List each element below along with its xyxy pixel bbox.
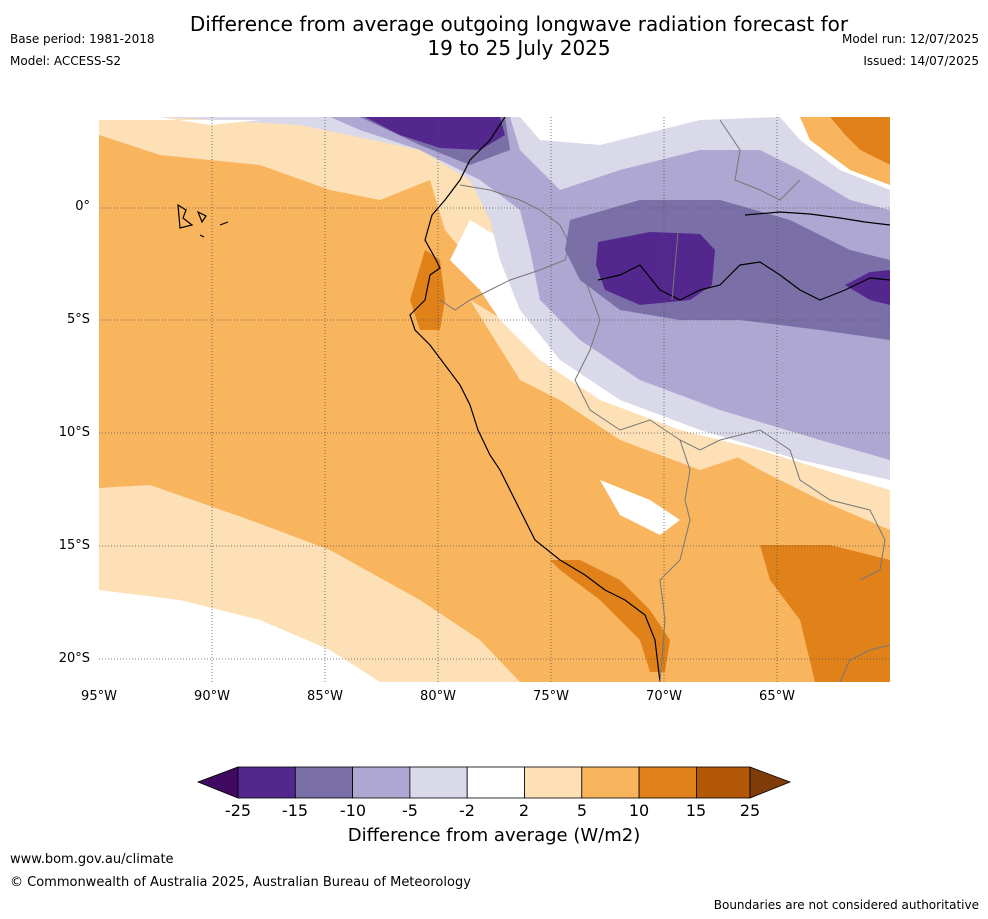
colorbar-extend-low xyxy=(196,766,239,799)
country-borders xyxy=(439,119,890,682)
colorbar-extend-high xyxy=(749,766,792,799)
contour-10-15-east xyxy=(760,545,890,682)
colorbar-seg-1 xyxy=(237,766,296,799)
colorbar-seg-2 xyxy=(294,766,353,799)
meta-left: Base period: 1981-2018 Model: ACCESS-S2 xyxy=(10,28,155,72)
contour-neg-15-25 xyxy=(365,117,890,305)
colorbar-seg-6 xyxy=(524,766,583,799)
lat-label-4: 20°S xyxy=(58,651,90,666)
colorbar-seg-5 xyxy=(466,766,525,799)
lon-label-3: 80°W xyxy=(420,689,456,704)
lat-label-1: 5°S xyxy=(66,312,90,327)
lat-label-2: 10°S xyxy=(58,425,90,440)
colorbar-seg-3 xyxy=(352,766,411,799)
website-link[interactable]: www.bom.gov.au/climate xyxy=(10,852,174,867)
contour-neg-10-15 xyxy=(360,117,890,340)
colorbar-tick-4: -2 xyxy=(459,801,475,820)
lat-label-3: 15°S xyxy=(58,538,90,553)
lon-label-5: 70°W xyxy=(646,689,682,704)
anomaly-field xyxy=(99,117,890,682)
coastline xyxy=(177,117,890,682)
lon-label-6: 65°W xyxy=(759,689,795,704)
lon-label-1: 90°W xyxy=(194,689,230,704)
title-line-2: 19 to 25 July 2025 xyxy=(427,36,611,60)
lon-label-2: 85°W xyxy=(307,689,343,704)
contour-white-inland xyxy=(600,480,680,535)
colorbar-tick-7: 10 xyxy=(628,801,650,820)
colorbar-seg-7 xyxy=(581,766,640,799)
colorbar-seg-9 xyxy=(696,766,751,799)
contour-white-north xyxy=(99,117,260,125)
boundary-disclaimer: Boundaries are not considered authoritat… xyxy=(713,898,979,912)
colorbar-tick-8: 15 xyxy=(685,801,707,820)
model-name: Model: ACCESS-S2 xyxy=(10,54,122,68)
copyright: © Commonwealth of Australia 2025, Austra… xyxy=(10,875,471,890)
colorbar-tick-9: 25 xyxy=(739,801,761,820)
colorbar xyxy=(196,766,792,799)
colorbar-tick-1: -15 xyxy=(281,801,309,820)
colorbar-tick-5: 2 xyxy=(518,801,530,820)
colorbar-title: Difference from average (W/m2) xyxy=(347,825,641,846)
colorbar-seg-8 xyxy=(638,766,697,799)
colorbar-tick-0: -25 xyxy=(224,801,252,820)
title-line-1: Difference from average outgoing longwav… xyxy=(189,12,849,36)
meta-right: Model run: 12/07/2025 Issued: 14/07/2025 xyxy=(842,28,979,72)
chart-title: Difference from average outgoing longwav… xyxy=(0,12,988,60)
issued-date: Issued: 14/07/2025 xyxy=(863,54,979,68)
colorbar-tick-6: 5 xyxy=(576,801,588,820)
contour-10-15-ne xyxy=(830,117,890,165)
colorbar-seg-4 xyxy=(409,766,468,799)
colorbar-tick-2: -10 xyxy=(339,801,367,820)
model-run: Model run: 12/07/2025 xyxy=(841,32,979,46)
colorbar-tick-3: -5 xyxy=(402,801,418,820)
contour-5-10-ne xyxy=(800,117,890,185)
base-period: Base period: 1981-2018 xyxy=(10,32,155,46)
lat-label-0: 0° xyxy=(75,199,90,214)
lon-label-4: 75°W xyxy=(533,689,569,704)
gridlines xyxy=(99,117,890,682)
lon-label-0: 95°W xyxy=(81,689,117,704)
